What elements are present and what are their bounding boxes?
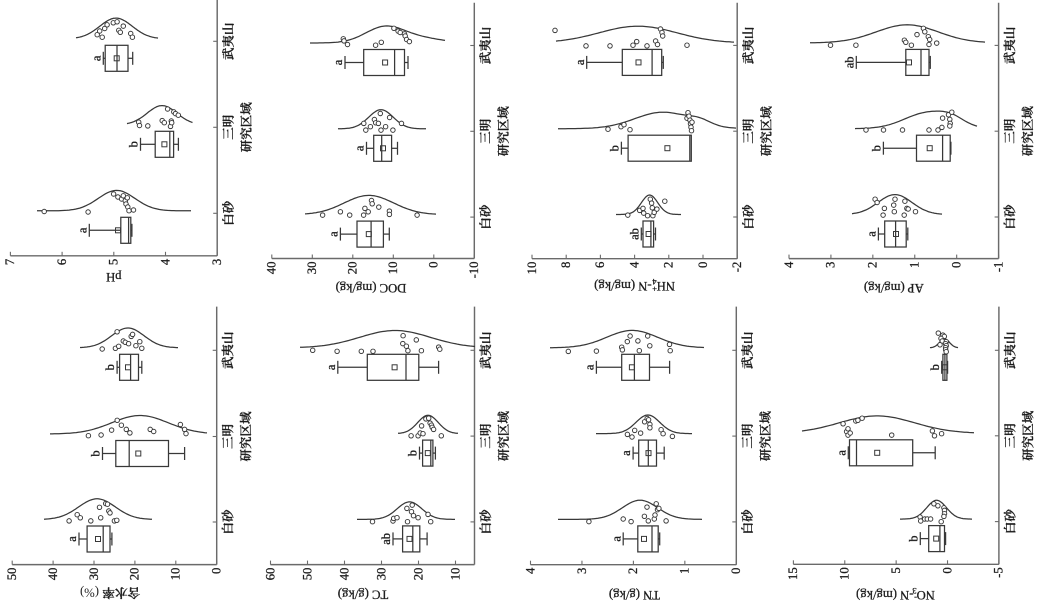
svg-text:0: 0 xyxy=(210,568,224,574)
svg-text:6: 6 xyxy=(55,259,69,265)
svg-text:50: 50 xyxy=(300,568,314,581)
svg-text:(%): (%) xyxy=(80,585,99,599)
svg-text:40: 40 xyxy=(265,262,279,275)
svg-text:10: 10 xyxy=(838,567,852,580)
svg-text:30: 30 xyxy=(305,262,319,275)
svg-text:4: 4 xyxy=(782,261,796,268)
svg-text:10: 10 xyxy=(448,568,462,581)
svg-text:5: 5 xyxy=(889,567,903,573)
svg-text:10: 10 xyxy=(169,568,183,581)
svg-text:50: 50 xyxy=(5,568,19,581)
svg-text:6: 6 xyxy=(593,262,607,268)
svg-text:b: b xyxy=(906,535,920,541)
svg-text:10: 10 xyxy=(525,262,539,275)
svg-text:b: b xyxy=(928,364,942,370)
svg-text:b: b xyxy=(608,145,622,151)
svg-text:3: 3 xyxy=(824,262,838,268)
svg-text:TN (g/kg): TN (g/kg) xyxy=(609,588,660,602)
svg-text:a: a xyxy=(834,450,848,456)
svg-text:20: 20 xyxy=(346,262,360,275)
svg-text:1: 1 xyxy=(678,568,692,574)
svg-text:15: 15 xyxy=(786,567,800,580)
svg-text:a: a xyxy=(75,227,89,233)
svg-text:a: a xyxy=(324,364,338,370)
svg-text:20: 20 xyxy=(411,568,425,581)
svg-text:a: a xyxy=(609,536,623,542)
svg-text:40: 40 xyxy=(337,568,351,581)
svg-text:DOC (mg/kg): DOC (mg/kg) xyxy=(336,281,407,295)
svg-text:ab: ab xyxy=(627,228,641,240)
svg-text:a: a xyxy=(65,536,79,542)
svg-text:7: 7 xyxy=(3,259,17,265)
svg-text:-1: -1 xyxy=(991,262,1005,273)
svg-text:4: 4 xyxy=(158,258,172,265)
svg-text:AP (mg/kg): AP (mg/kg) xyxy=(864,281,924,295)
svg-text:a: a xyxy=(583,364,597,370)
svg-text:-10: -10 xyxy=(467,262,481,279)
svg-text:10: 10 xyxy=(386,262,400,275)
svg-text:3: 3 xyxy=(210,259,224,265)
svg-text:2: 2 xyxy=(866,262,880,268)
svg-text:4: 4 xyxy=(627,261,641,268)
svg-text:a: a xyxy=(353,145,367,151)
svg-text:40: 40 xyxy=(46,568,60,581)
svg-text:a: a xyxy=(89,55,103,61)
svg-text:b: b xyxy=(103,364,117,370)
svg-text:20: 20 xyxy=(128,568,142,581)
svg-text:ab: ab xyxy=(842,56,856,68)
svg-text:a: a xyxy=(573,59,587,65)
svg-text:b: b xyxy=(870,145,884,151)
svg-text:0: 0 xyxy=(427,262,441,268)
svg-text:b: b xyxy=(406,450,420,456)
svg-text:30: 30 xyxy=(87,568,101,581)
svg-text:2: 2 xyxy=(626,568,640,574)
svg-text:60: 60 xyxy=(263,568,277,581)
svg-text:-5: -5 xyxy=(992,567,1006,578)
svg-text:a: a xyxy=(327,231,341,237)
svg-text:0: 0 xyxy=(696,262,710,268)
svg-text:TC (g/kg): TC (g/kg) xyxy=(338,588,388,602)
svg-text:a: a xyxy=(865,231,879,237)
svg-text:0: 0 xyxy=(729,568,743,574)
svg-text:b: b xyxy=(127,141,141,147)
svg-text:b: b xyxy=(89,450,103,456)
svg-text:0: 0 xyxy=(949,262,963,268)
svg-text:-2: -2 xyxy=(730,262,744,273)
svg-text:NH4+-N (mg/kg): NH4 +-N (mg/kg) xyxy=(594,277,675,294)
svg-text:1: 1 xyxy=(908,262,922,268)
svg-text:a: a xyxy=(619,450,633,456)
svg-text:4: 4 xyxy=(523,567,537,574)
svg-text:pH: pH xyxy=(106,270,122,284)
svg-text:2: 2 xyxy=(662,262,676,268)
svg-text:a: a xyxy=(331,59,345,65)
svg-text:0: 0 xyxy=(940,567,954,573)
svg-text:8: 8 xyxy=(559,262,573,268)
svg-text:ab: ab xyxy=(379,533,393,545)
svg-text:5: 5 xyxy=(107,259,121,265)
svg-text:3: 3 xyxy=(575,568,589,574)
svg-text:30: 30 xyxy=(374,568,388,581)
svg-text:NO3--N (mg/kg): NO3 --N (mg/kg) xyxy=(856,586,935,603)
